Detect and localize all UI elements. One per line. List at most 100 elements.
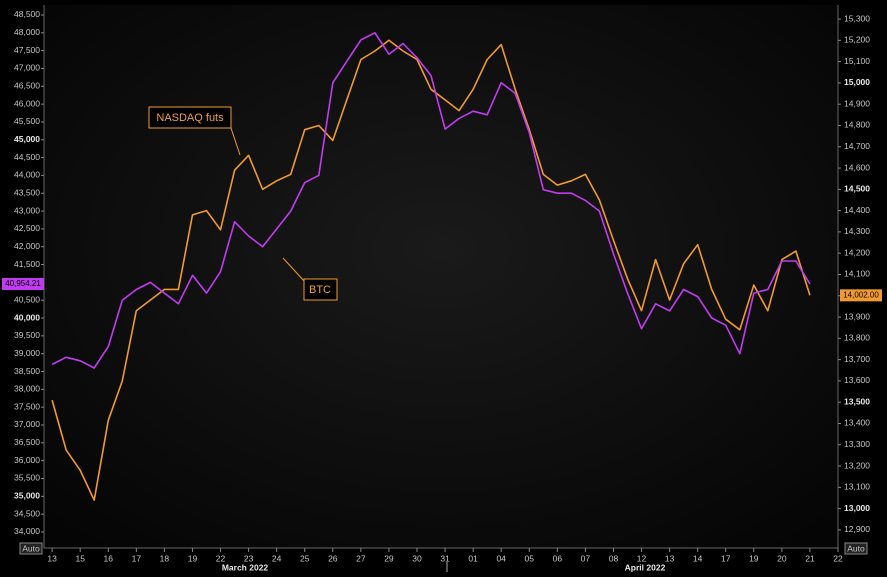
x-tick-label: 22 — [216, 553, 226, 563]
x-tick-label: 27 — [356, 553, 366, 563]
y2-tick-label: 13,500 — [844, 396, 870, 406]
y-tick-label: 38,500 — [14, 366, 40, 376]
y2-tick-label: 15,100 — [844, 56, 870, 66]
y-tick-label: 40,500 — [14, 294, 40, 304]
y-tick-label: 45,500 — [14, 116, 40, 126]
auto-label: Auto — [847, 543, 865, 553]
y-tick-label: 42,500 — [14, 223, 40, 233]
x-tick-label: 21 — [805, 553, 815, 563]
annotation: NASDAQ futs — [156, 112, 224, 124]
last-value-label: 14,002.00 — [843, 290, 879, 299]
y-tick-label: 40,000 — [14, 312, 40, 322]
y2-tick-label: 14,400 — [844, 205, 870, 215]
x-tick-label: 05 — [525, 553, 535, 563]
annotation: BTC — [309, 284, 331, 296]
y-tick-label: 39,500 — [14, 330, 40, 340]
y2-tick-label: 13,300 — [844, 439, 870, 449]
y-tick-label: 45,000 — [14, 134, 40, 144]
x-tick-label: 14 — [693, 553, 703, 563]
last-value-tag — [2, 278, 44, 291]
x-tick-label: 25 — [300, 553, 310, 563]
y2-tick-label: 14,100 — [844, 269, 870, 279]
x-tick-label: 24 — [272, 553, 282, 563]
y2-tick-label: 15,200 — [844, 35, 870, 45]
y-tick-label: 42,000 — [14, 241, 40, 251]
y2-tick-label: 13,600 — [844, 375, 870, 385]
x-tick-label: 07 — [581, 553, 591, 563]
month-label: April 2022 — [625, 562, 666, 572]
month-label: March 2022 — [222, 562, 269, 572]
x-tick-label: 12 — [637, 553, 647, 563]
y2-tick-label: 14,600 — [844, 162, 870, 172]
x-tick-label: 13 — [47, 553, 57, 563]
y-tick-label: 43,500 — [14, 187, 40, 197]
y2-tick-label: 14,800 — [844, 120, 870, 130]
x-tick-label: 19 — [749, 553, 759, 563]
y-tick-label: 35,500 — [14, 473, 40, 483]
y-tick-label: 44,000 — [14, 170, 40, 180]
plot-area — [44, 5, 838, 548]
y-tick-label: 48,500 — [14, 9, 40, 19]
last-value-tag — [840, 289, 882, 302]
auto-label: Auto — [22, 543, 40, 553]
x-tick-label: 19 — [188, 553, 198, 563]
y2-tick-label: 13,100 — [844, 482, 870, 492]
x-tick-label: 16 — [104, 553, 114, 563]
y-tick-label: 39,000 — [14, 348, 40, 358]
y-tick-label: 41,500 — [14, 259, 40, 269]
y-tick-label: 46,000 — [14, 98, 40, 108]
x-tick-label: 04 — [496, 553, 506, 563]
series-line — [51, 31, 811, 369]
x-tick-label: 20 — [777, 553, 787, 563]
y-tick-label: 35,000 — [14, 491, 40, 501]
annotation-box — [303, 278, 338, 301]
x-tick-label: 26 — [328, 553, 338, 563]
y-tick-label: 36,000 — [14, 455, 40, 465]
x-tick-label: 18 — [160, 553, 170, 563]
x-tick-label: 23 — [244, 553, 254, 563]
x-tick-label: 22 — [833, 553, 843, 563]
y-tick-label: 43,000 — [14, 205, 40, 215]
y2-tick-label: 13,000 — [844, 503, 870, 513]
annotation-leader — [282, 257, 306, 283]
x-tick-label: 31 — [440, 553, 450, 563]
y-tick-label: 47,000 — [14, 63, 40, 73]
annotation-box — [148, 106, 232, 129]
y2-tick-label: 13,400 — [844, 418, 870, 428]
annotation-leader — [229, 124, 241, 156]
x-tick-label: 29 — [384, 553, 394, 563]
y2-tick-label: 13,700 — [844, 354, 870, 364]
x-tick-label: 13 — [665, 553, 675, 563]
y2-tick-label: 14,500 — [844, 184, 870, 194]
y-tick-label: 38,000 — [14, 384, 40, 394]
y2-tick-label: 14,200 — [844, 247, 870, 257]
x-tick-label: 15 — [75, 553, 85, 563]
x-tick-label: 01 — [468, 553, 478, 563]
y-tick-label: 34,500 — [14, 508, 40, 518]
y-tick-label: 46,500 — [14, 81, 40, 91]
x-tick-label: 06 — [553, 553, 563, 563]
y2-tick-label: 13,900 — [844, 311, 870, 321]
y-tick-label: 37,500 — [14, 401, 40, 411]
x-tick-label: 17 — [132, 553, 142, 563]
y2-tick-label: 15,300 — [844, 13, 870, 23]
last-value-label: 40,954.21 — [5, 279, 41, 288]
y-tick-label: 37,000 — [14, 419, 40, 429]
y-tick-label: 34,000 — [14, 526, 40, 536]
x-tick-label: 08 — [609, 553, 619, 563]
y2-tick-label: 14,300 — [844, 226, 870, 236]
auto-button[interactable] — [844, 542, 868, 555]
y-tick-label: 44,500 — [14, 152, 40, 162]
auto-button[interactable] — [19, 542, 43, 555]
y2-tick-label: 13,200 — [844, 460, 870, 470]
y-tick-label: 47,500 — [14, 45, 40, 55]
series-line — [51, 39, 811, 501]
y2-tick-label: 14,900 — [844, 98, 870, 108]
y2-tick-label: 13,800 — [844, 333, 870, 343]
y2-tick-label: 15,000 — [844, 77, 870, 87]
x-tick-label: 17 — [721, 553, 731, 563]
y-tick-label: 48,000 — [14, 27, 40, 37]
y-tick-label: 36,500 — [14, 437, 40, 447]
